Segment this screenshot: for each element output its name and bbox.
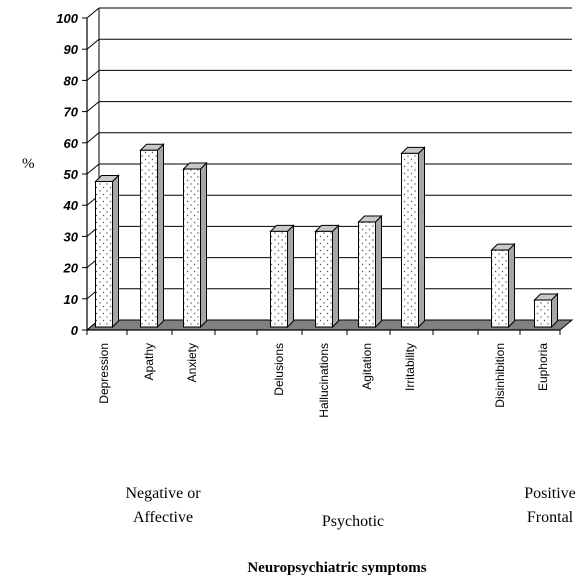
y-tick-label-30: 30 [64,229,79,244]
x-label-anxiety: Anxiety [185,343,199,382]
y-tick-label-90: 90 [64,42,79,57]
bar-front [270,230,288,328]
bar-front [491,249,509,328]
bar-front [401,152,419,328]
bar-front [95,180,113,328]
grid-connector-60 [86,132,100,144]
x-label-depression: Depression [97,343,111,404]
group-label-negative-line2: Affective [133,509,193,526]
bar-side [418,146,425,329]
bar-anxiety [182,161,208,329]
bar-front [358,221,376,328]
bar-side [332,224,339,329]
y-tick-label-50: 50 [64,167,79,182]
y-axis-label: % [22,156,35,172]
y-tick-label-0: 0 [71,323,79,338]
y-tick-label-80: 80 [64,73,79,88]
bar-front [140,149,158,328]
group-label-positive-line1: Positive [524,485,576,502]
axes [82,17,561,335]
bar-front [315,230,333,328]
grid-connector-80 [86,70,100,81]
y-tick-label-10: 10 [64,292,79,307]
x-label-disinhibition: Disinhibition [493,343,507,408]
x-category-labels: Depression Apathy Anxiety Delusions Hallucin… [97,343,550,418]
bar-side [375,214,382,329]
bar-apathy [139,143,165,329]
bar-front [183,168,201,328]
bar-side [157,143,164,329]
x-label-apathy: Apathy [142,343,156,380]
bar-front [534,299,552,328]
bar-side [508,242,515,329]
y-tick-label-20: 20 [63,261,79,276]
bar-agitation [357,214,383,329]
bar-side [200,161,207,329]
x-label-irritability: Irritability [403,343,417,391]
x-label-euphoria: Euphoria [536,343,550,391]
bar-euphoria [533,292,559,329]
group-label-psychotic: Psychotic [322,513,384,530]
x-axis-title: Neuropsychiatric symptoms [247,560,426,576]
y-tick-label-100: 100 [56,11,78,26]
y-tick-label-40: 40 [63,198,79,213]
y-tick-labels: 0 10 20 30 40 50 60 70 80 90 100 [56,11,78,338]
grid-connector-50 [86,163,100,175]
bar-irritability [400,146,426,329]
bar-side [287,224,294,329]
x-label-hallucinations: Hallucinations [317,343,331,418]
bars [94,143,559,329]
y-tick-label-60: 60 [64,136,79,151]
group-label-negative-line1: Negative or [125,485,201,502]
group-label-positive-line2: Frontal [527,509,574,526]
x-label-agitation: Agitation [360,343,374,390]
grid-connector-100 [86,7,100,19]
bar-depression [94,174,120,329]
x-label-delusions: Delusions [272,343,286,396]
bar-delusions [269,224,295,329]
y-tick-label-70: 70 [64,105,79,120]
bar-disinhibition [490,242,516,329]
bar-hallucinations [314,224,340,329]
bar-side [112,174,119,329]
grid-connector-90 [86,38,100,50]
grid-connector-70 [86,101,100,112]
